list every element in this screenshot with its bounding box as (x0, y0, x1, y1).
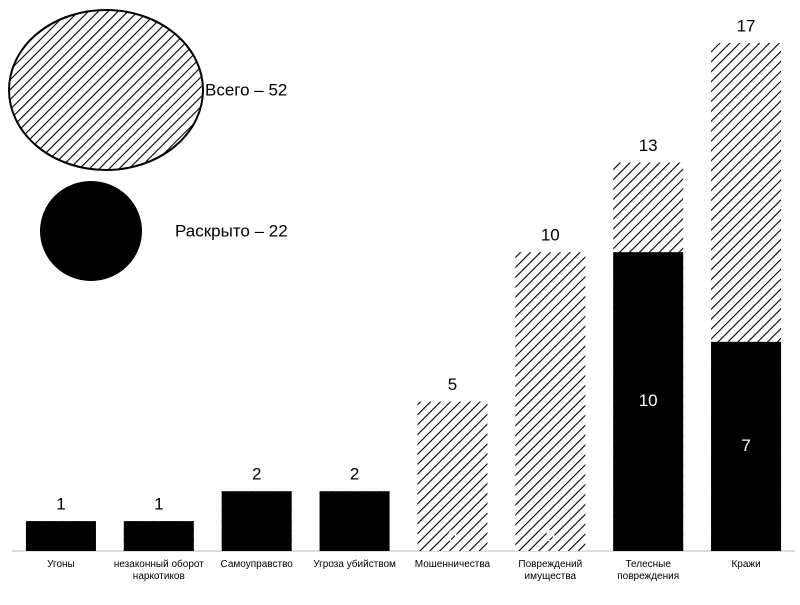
bar (515, 252, 586, 552)
legend-label: Всего – 52 (205, 80, 287, 99)
bar (319, 491, 390, 551)
value-label: 1 (154, 495, 163, 514)
bar (25, 521, 96, 551)
bar (613, 252, 684, 552)
bar (711, 341, 782, 551)
legend-swatch (40, 181, 142, 281)
bar (221, 491, 292, 551)
legend-label: Раскрыто – 22 (175, 221, 288, 240)
x-tick-label: Телесные повреждения (617, 559, 679, 582)
x-tick-label: Угроза убийством (313, 558, 396, 570)
value-label: 10 (639, 391, 658, 410)
x-tick-label: Угоны (47, 559, 75, 570)
value-label: 0 (546, 526, 555, 545)
x-tick-label: Самоуправство (221, 559, 294, 570)
value-label: 2 (252, 465, 261, 484)
value-label: 10 (541, 226, 560, 245)
value-label: 0 (448, 526, 457, 545)
value-label: 1 (56, 495, 65, 514)
bar (417, 401, 488, 551)
x-tick-label: незаконный оборот наркотиков (114, 558, 204, 582)
value-label: 2 (350, 465, 359, 484)
value-label: 17 (737, 16, 756, 35)
bar (123, 521, 194, 551)
value-label: 7 (741, 436, 750, 455)
legend-swatch (8, 9, 204, 171)
x-tick-label: Повреждений имущества (518, 559, 582, 582)
x-tick-label: Кражи (731, 559, 760, 570)
x-tick-label: Мошенничества (415, 559, 491, 570)
value-label: 13 (639, 136, 658, 155)
value-label: 5 (448, 375, 457, 394)
